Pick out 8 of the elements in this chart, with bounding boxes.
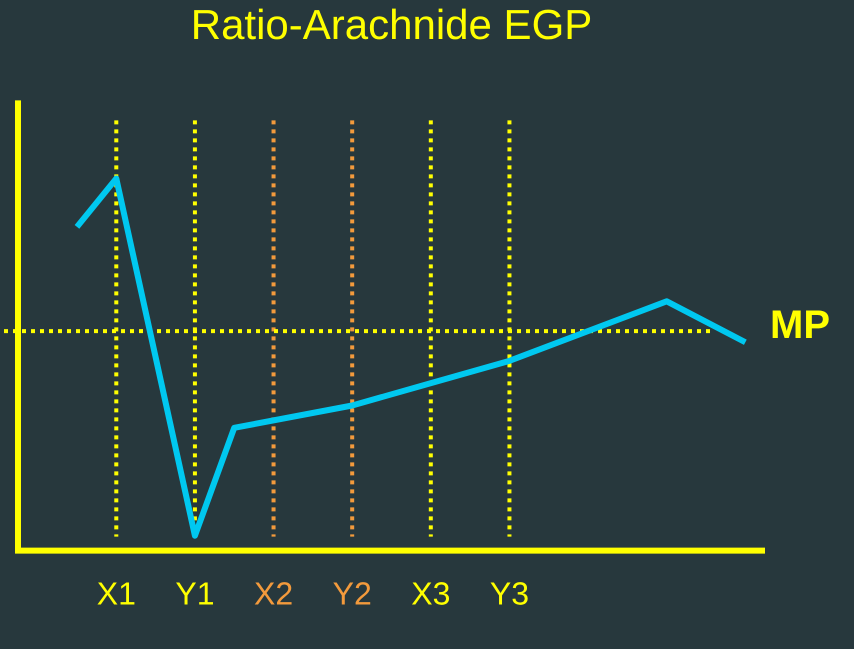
x-tick-label: X2 bbox=[254, 576, 294, 612]
x-tick-label: X1 bbox=[96, 576, 136, 612]
ref-line-label: MP bbox=[770, 303, 830, 348]
x-tick-label: Y2 bbox=[332, 576, 372, 612]
x-tick-label: Y3 bbox=[490, 576, 530, 612]
x-tick-label: X3 bbox=[411, 576, 450, 612]
chart-title: Ratio-Arachnide EGP bbox=[190, 0, 592, 48]
x-tick-label: Y1 bbox=[175, 576, 214, 612]
